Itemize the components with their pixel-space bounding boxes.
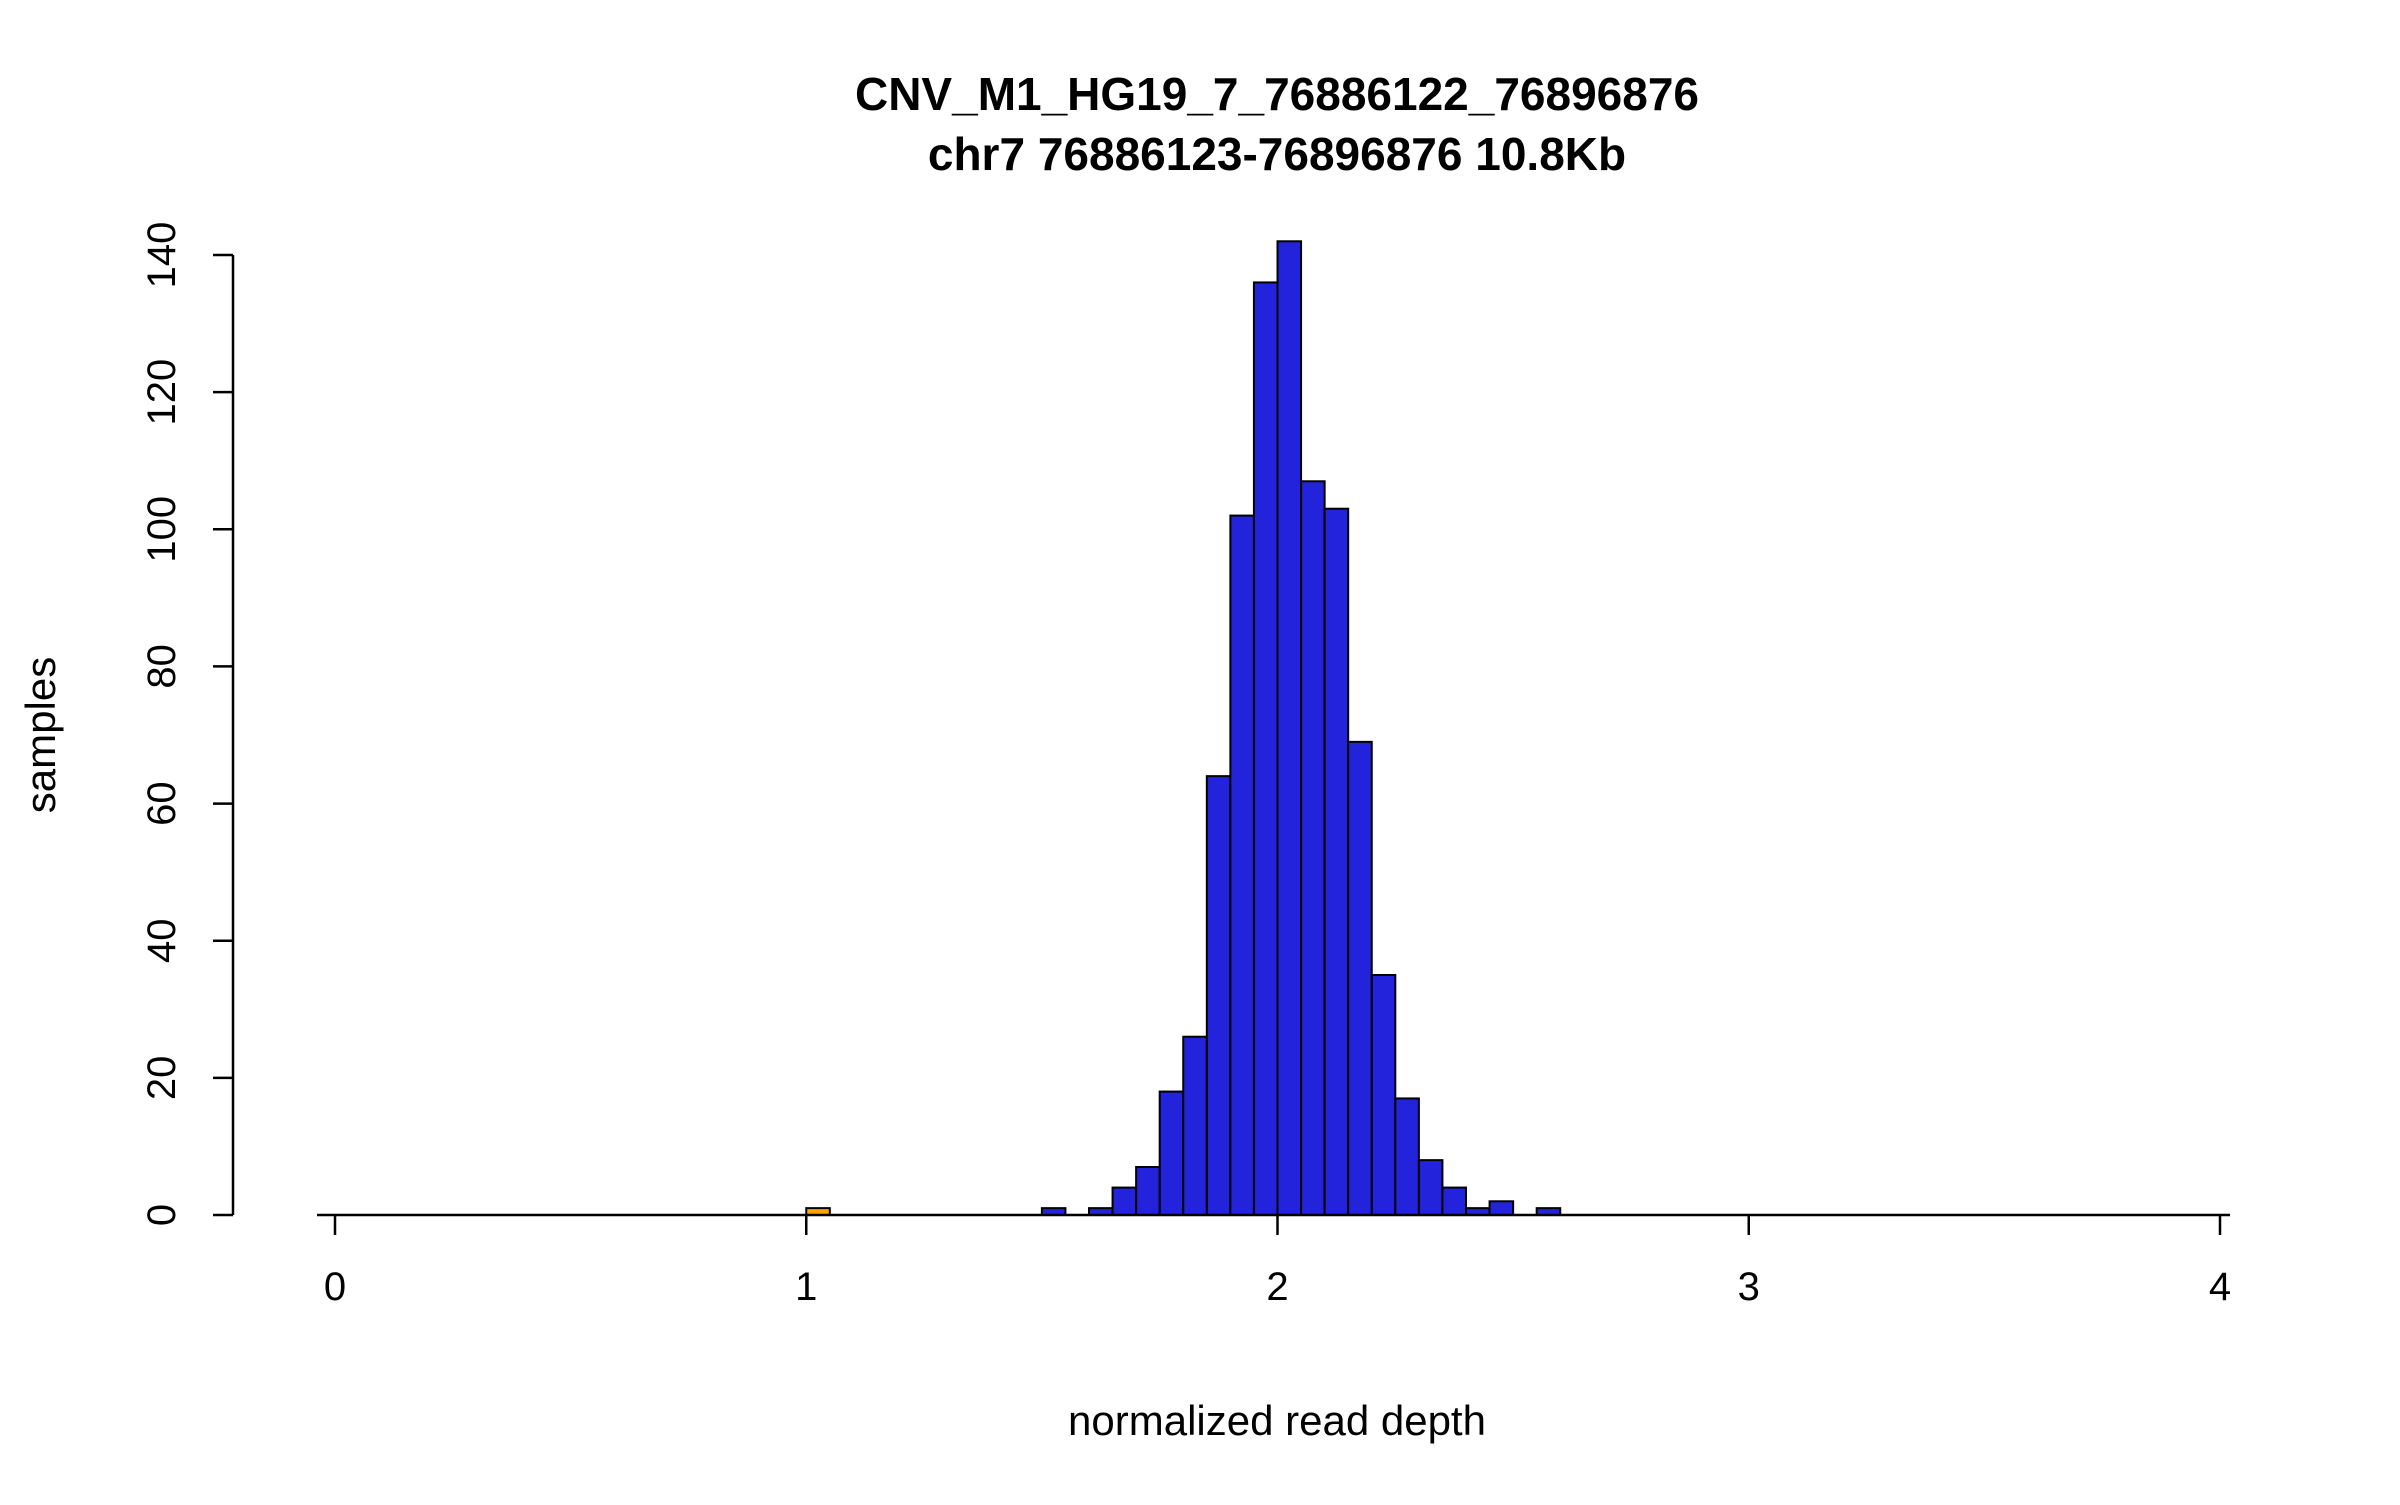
x-tick-label: 2	[1266, 1265, 1288, 1309]
y-axis: 0 20 40 60 80 100 120 140	[140, 222, 235, 1226]
y-tick-label: 0	[140, 1204, 184, 1226]
histogram-bar	[1158, 1090, 1185, 1216]
histogram-bar	[1300, 480, 1326, 1216]
histogram-bar	[1370, 974, 1397, 1216]
chart-subtitle: chr7 76886123-76896876 10.8Kb	[928, 128, 1626, 180]
x-tick-label: 1	[795, 1265, 817, 1309]
histogram-bar	[1417, 1159, 1444, 1216]
x-axis: 0 1 2 3 4	[317, 1213, 2231, 1309]
y-tick-label: 120	[140, 359, 184, 426]
x-tick-label: 0	[324, 1265, 346, 1309]
y-tick-label: 80	[140, 644, 184, 689]
histogram-bar	[1229, 514, 1255, 1216]
histogram-bars	[805, 240, 1562, 1217]
y-tick-label: 40	[140, 918, 184, 963]
y-tick-label: 140	[140, 222, 184, 289]
histogram-bar	[1488, 1200, 1515, 1217]
histogram-bar	[1441, 1186, 1467, 1216]
y-tick-label: 60	[140, 781, 184, 826]
y-tick-label: 20	[140, 1056, 184, 1101]
histogram-bar	[1205, 775, 1232, 1217]
histogram-bar	[1111, 1186, 1138, 1216]
x-axis-label: normalized read depth	[1068, 1397, 1486, 1444]
histogram-bar	[1276, 240, 1303, 1217]
x-tick-label: 4	[2209, 1265, 2231, 1309]
histogram-bar	[1252, 281, 1279, 1216]
histogram-bar	[1347, 740, 1373, 1216]
chart-title: CNV_M1_HG19_7_76886122_76896876	[855, 68, 1699, 120]
histogram-bar	[1182, 1035, 1208, 1216]
y-tick-label: 100	[140, 496, 184, 563]
x-tick-label: 3	[1738, 1265, 1760, 1309]
y-axis-label: samples	[17, 657, 64, 813]
histogram-bar	[1135, 1166, 1161, 1216]
histogram-bar	[1323, 507, 1350, 1216]
histogram-bar	[1394, 1097, 1420, 1217]
